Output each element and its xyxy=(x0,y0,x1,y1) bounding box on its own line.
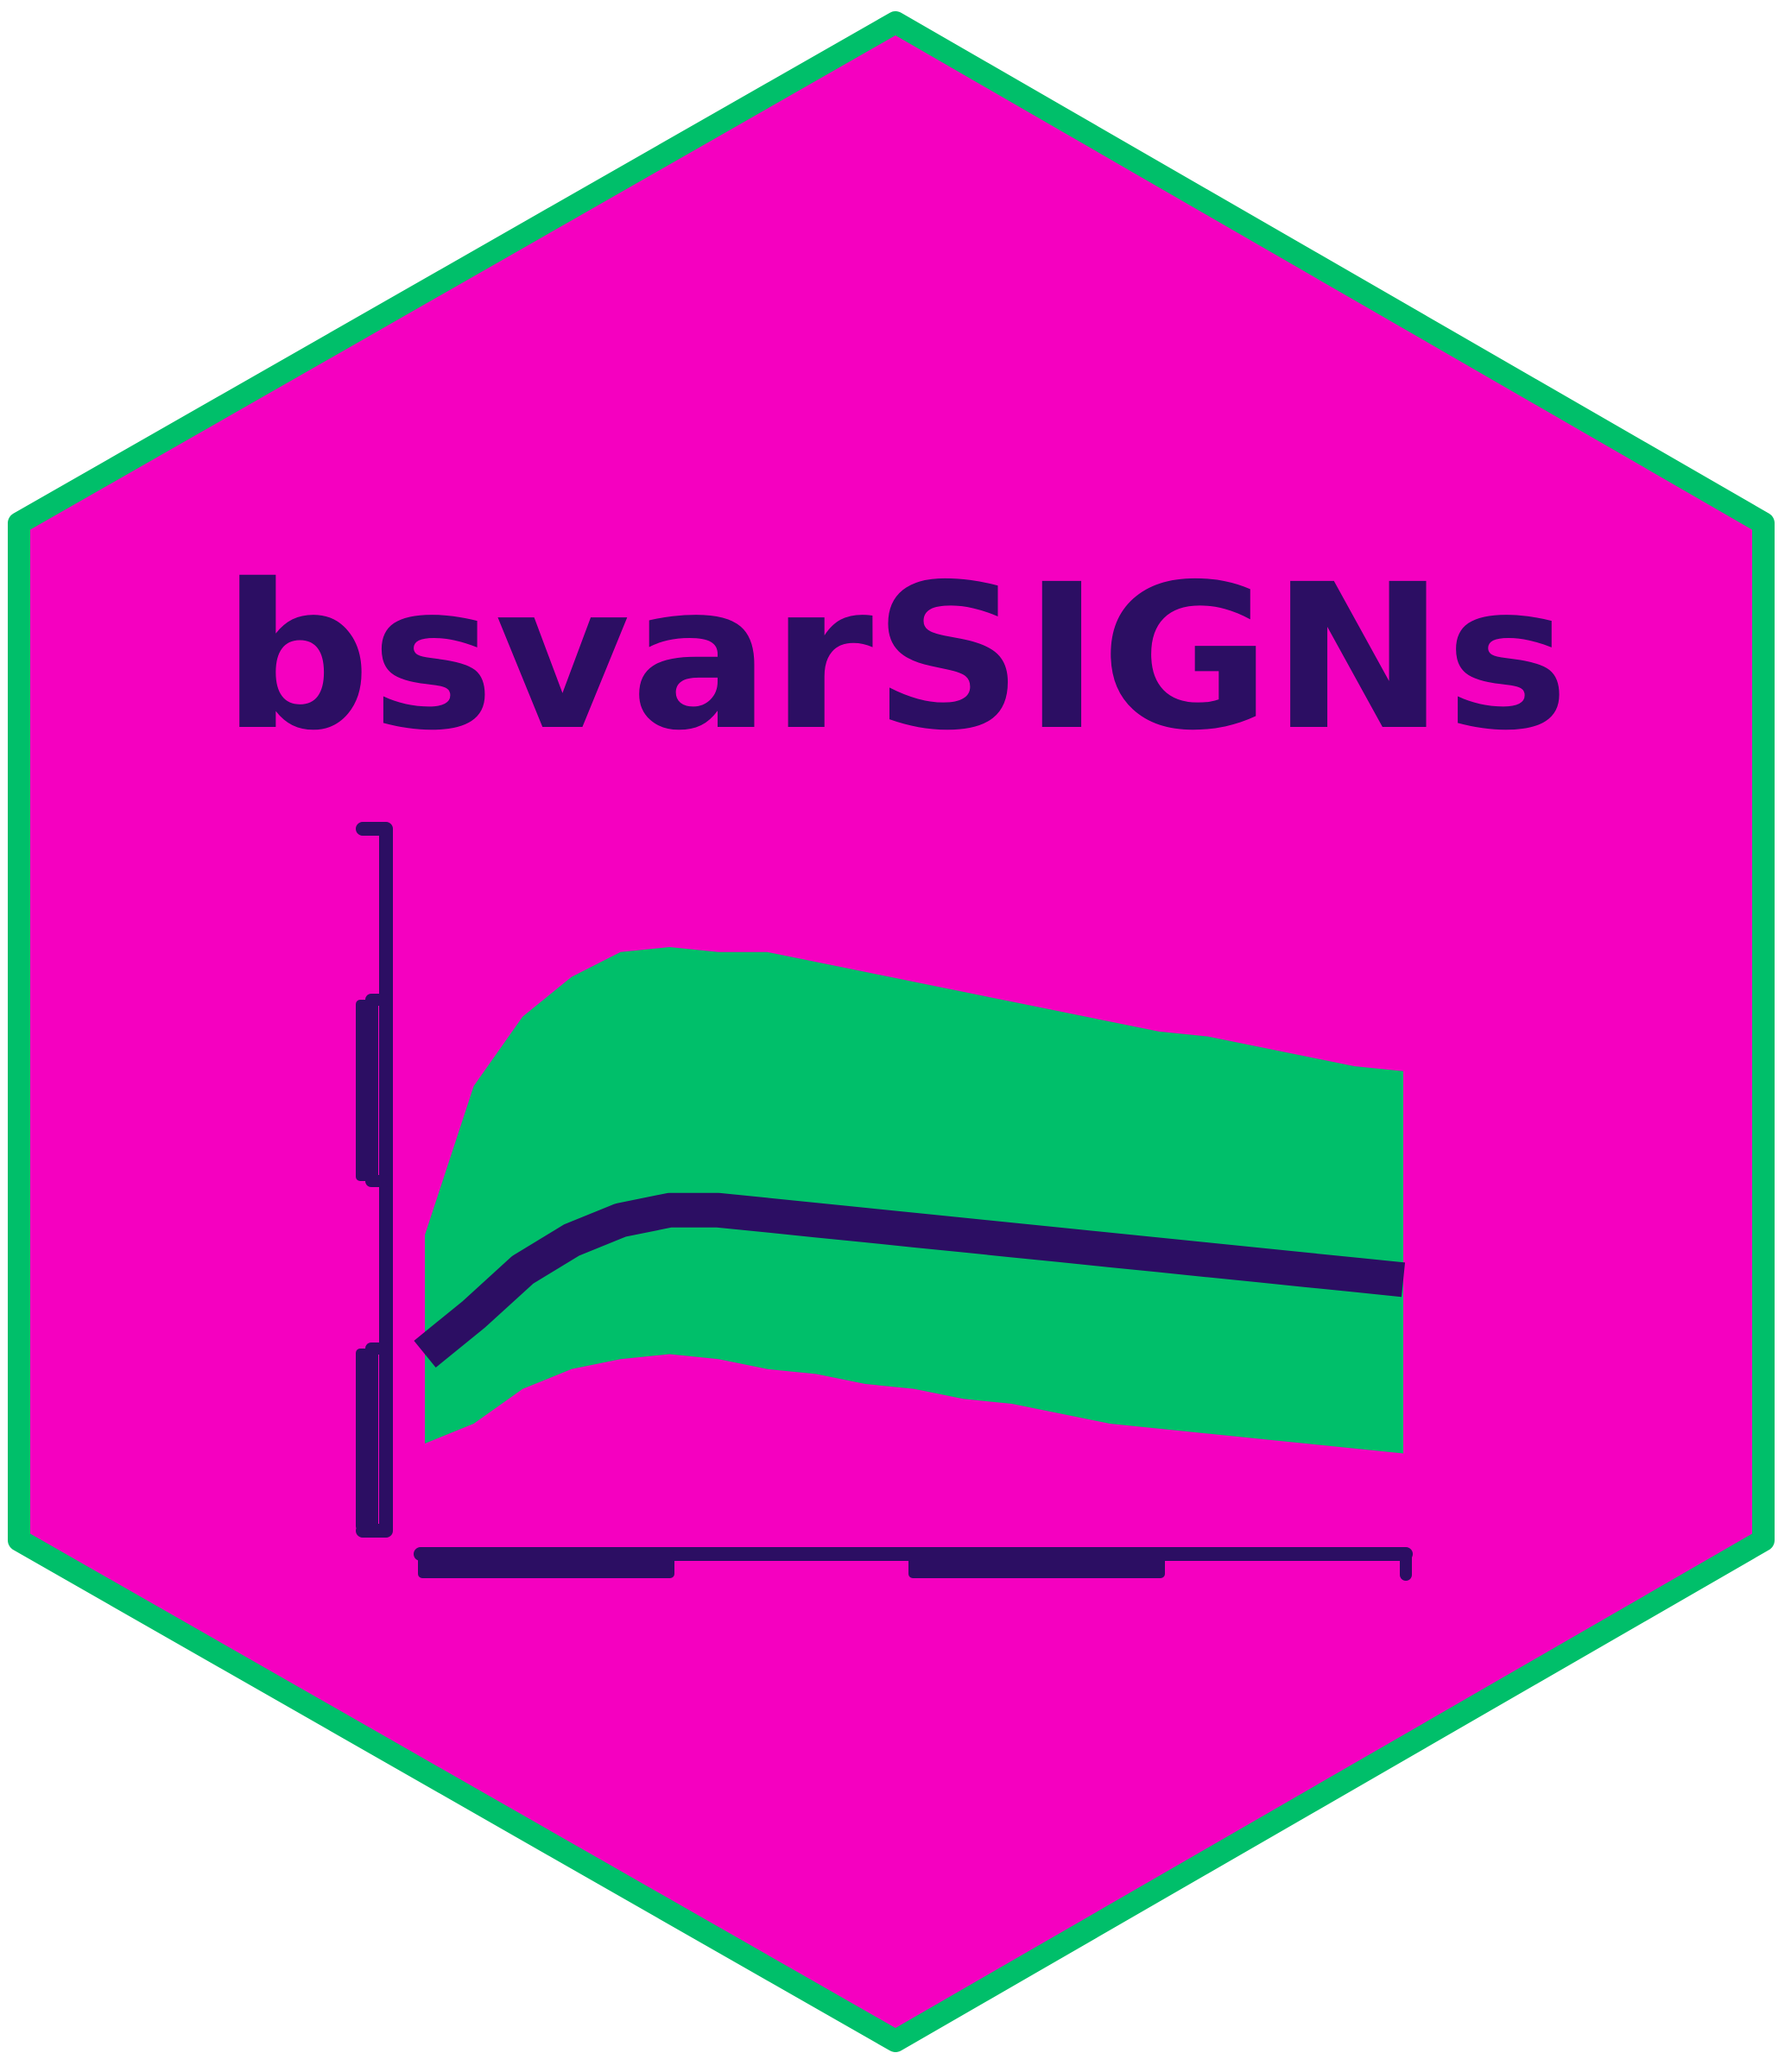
chart-area xyxy=(356,822,1413,1581)
median-line xyxy=(414,1192,1406,1368)
y-axis xyxy=(356,822,393,1538)
y-axis-tick-segment xyxy=(356,1000,378,1181)
x-axis-tick-segment xyxy=(908,1551,1165,1578)
y-axis-tick-segment xyxy=(356,1349,378,1531)
x-axis xyxy=(414,1547,1413,1581)
x-axis-tick-segment xyxy=(418,1551,674,1578)
credible-band xyxy=(425,947,1403,1454)
logo-title: bsvarSIGNs xyxy=(222,541,1569,774)
